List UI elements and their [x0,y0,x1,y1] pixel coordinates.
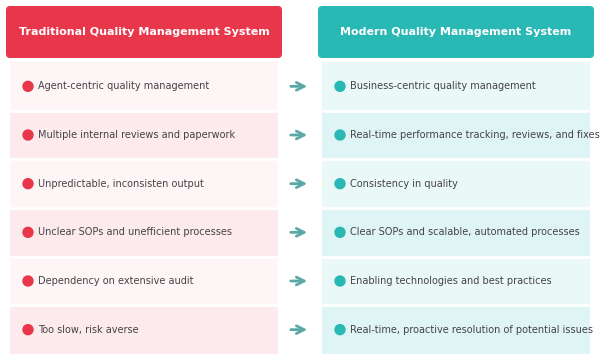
Bar [322,208,590,257]
FancyBboxPatch shape [318,6,594,58]
FancyArrowPatch shape [291,326,304,333]
Bar [10,305,278,354]
Bar [10,111,278,159]
Bar [322,111,590,159]
Circle shape [23,325,33,335]
Text: Too slow, risk averse: Too slow, risk averse [38,325,139,335]
Circle shape [335,325,345,335]
Circle shape [335,179,345,189]
Text: Unclear SOPs and unefficient processes: Unclear SOPs and unefficient processes [38,228,232,237]
Text: Traditional Quality Management System: Traditional Quality Management System [19,27,269,37]
Bar [322,257,590,305]
Text: Unpredictable, inconsisten output: Unpredictable, inconsisten output [38,179,204,189]
Bar [322,305,590,354]
FancyArrowPatch shape [291,229,304,236]
FancyArrowPatch shape [291,131,304,139]
Text: Consistency in quality: Consistency in quality [350,179,458,189]
Bar [10,62,278,111]
Text: Clear SOPs and scalable, automated processes: Clear SOPs and scalable, automated proce… [350,228,580,237]
Text: Enabling technologies and best practices: Enabling technologies and best practices [350,276,551,286]
Circle shape [23,276,33,286]
Text: Multiple internal reviews and paperwork: Multiple internal reviews and paperwork [38,130,235,140]
Text: Modern Quality Management System: Modern Quality Management System [340,27,572,37]
Text: Real-time, proactive resolution of potential issues: Real-time, proactive resolution of poten… [350,325,593,335]
FancyArrowPatch shape [291,180,304,187]
Text: Real-time performance tracking, reviews, and fixes: Real-time performance tracking, reviews,… [350,130,600,140]
FancyArrowPatch shape [291,277,304,285]
Bar [322,62,590,111]
Circle shape [335,81,345,91]
Bar [10,257,278,305]
Circle shape [23,228,33,237]
Bar [10,54,590,62]
Circle shape [23,81,33,91]
Text: Business-centric quality management: Business-centric quality management [350,81,536,91]
FancyBboxPatch shape [6,6,282,58]
Circle shape [23,130,33,140]
Text: Dependency on extensive audit: Dependency on extensive audit [38,276,193,286]
FancyArrowPatch shape [291,82,304,90]
Circle shape [335,130,345,140]
Bar [10,208,278,257]
Bar [10,159,278,208]
Circle shape [23,179,33,189]
Circle shape [335,276,345,286]
Text: Agent-centric quality management: Agent-centric quality management [38,81,209,91]
Bar [322,159,590,208]
Circle shape [335,228,345,237]
